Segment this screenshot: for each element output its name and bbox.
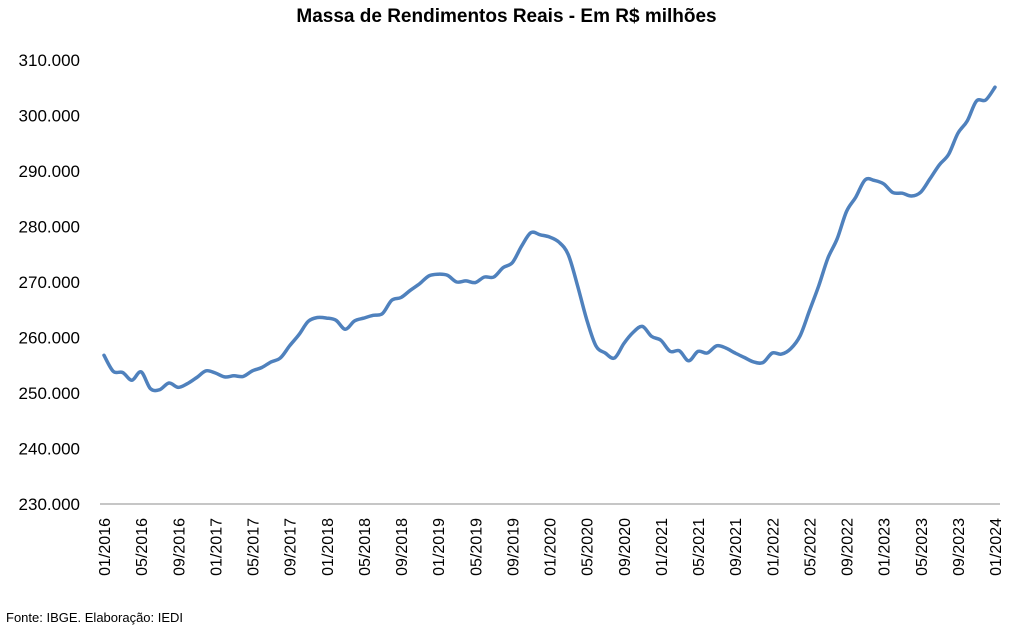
x-tick-label: 01/2018 [320,518,337,576]
x-axis-ticks: 01/2016 05/2016 09/2016 01/2017 05/2017 09/20… [97,518,1005,576]
x-tick-label: 09/2022 [840,518,857,576]
x-tick-label: 05/2019 [468,518,485,576]
x-tick-label: 09/2017 [283,518,300,576]
y-tick-label: 230.000 [19,495,80,514]
x-tick-label: 05/2016 [134,518,151,576]
y-tick-label: 270.000 [19,273,80,292]
x-tick-label: 05/2023 [914,518,931,576]
x-tick-label: 01/2024 [988,518,1005,576]
x-tick-label: 05/2020 [580,518,597,576]
y-tick-label: 250.000 [19,384,80,403]
x-tick-label: 01/2021 [654,518,671,576]
y-tick-label: 310.000 [19,51,80,70]
x-tick-label: 09/2016 [171,518,188,576]
x-tick-label: 09/2023 [951,518,968,576]
x-tick-label: 01/2022 [765,518,782,576]
y-tick-label: 280.000 [19,218,80,237]
y-axis-ticks: 230.000 240.000 250.000 260.000 270.000 280.0… [19,51,80,514]
y-tick-label: 240.000 [19,440,80,459]
x-tick-label: 05/2021 [691,518,708,576]
x-tick-label: 09/2021 [728,518,745,576]
y-tick-label: 290.000 [19,162,80,181]
chart-title: Massa de Rendimentos Reais - Em R$ milhõ… [296,6,717,27]
x-tick-label: 05/2022 [802,518,819,576]
x-tick-label: 09/2018 [394,518,411,576]
x-tick-label: 05/2018 [357,518,374,576]
x-tick-label: 09/2019 [505,518,522,576]
series-line [102,85,997,393]
x-tick-label: 01/2019 [431,518,448,576]
x-tick-label: 01/2016 [97,518,114,576]
x-tick-label: 01/2023 [877,518,894,576]
x-tick-label: 09/2020 [617,518,634,576]
source-footnote: Fonte: IBGE. Elaboração: IEDI [6,610,184,625]
y-tick-label: 300.000 [19,107,80,126]
x-tick-label: 01/2020 [543,518,560,576]
y-tick-label: 260.000 [19,329,80,348]
x-tick-label: 05/2017 [246,518,263,576]
x-tick-label: 01/2017 [208,518,225,576]
